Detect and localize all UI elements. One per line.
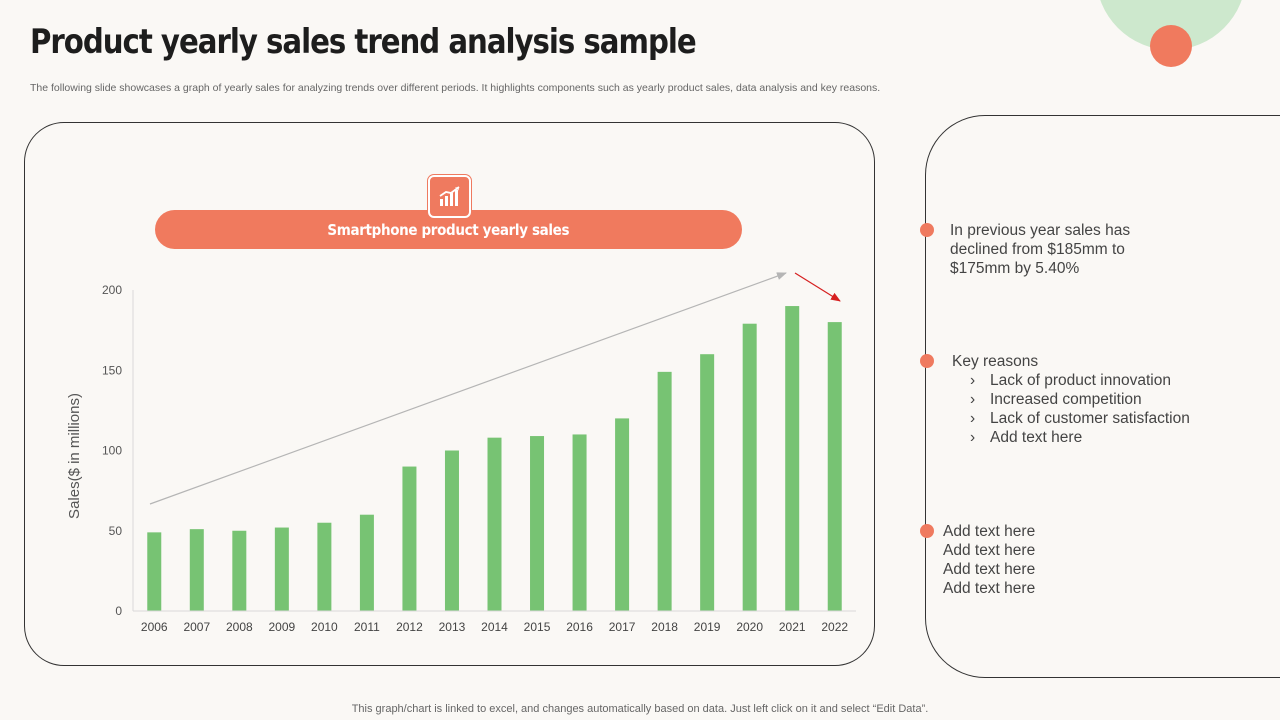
chart-title: Smartphone product yearly sales bbox=[327, 220, 570, 239]
y-tick-label: 50 bbox=[109, 524, 123, 538]
bullet-dot-1 bbox=[920, 223, 934, 237]
bullet-dot-2 bbox=[920, 354, 934, 368]
x-tick-label: 2006 bbox=[141, 620, 168, 634]
x-tick-label: 2008 bbox=[226, 620, 253, 634]
note-placeholder: Add text here Add text here Add text her… bbox=[943, 522, 1035, 598]
x-tick-label: 2007 bbox=[183, 620, 210, 634]
trend-arrow bbox=[149, 272, 787, 505]
bar-2013[interactable] bbox=[444, 450, 459, 612]
x-tick-label: 2014 bbox=[481, 620, 508, 634]
bar-2021[interactable] bbox=[785, 306, 800, 611]
bar-2009[interactable] bbox=[274, 527, 289, 611]
decorative-circle-orange bbox=[1150, 25, 1192, 67]
decline-arrow bbox=[794, 272, 841, 302]
note-line: Add text here bbox=[943, 561, 1036, 578]
x-tick-label: 2021 bbox=[779, 620, 806, 634]
page-title: Product yearly sales trend analysis samp… bbox=[30, 22, 697, 62]
y-axis-label: Sales($ in millions) bbox=[66, 393, 83, 519]
bar-chart-growth-icon bbox=[439, 185, 460, 206]
bar-2020[interactable] bbox=[742, 323, 757, 611]
reason-item: Lack of product innovation bbox=[952, 371, 1190, 390]
insights-panel bbox=[925, 115, 1280, 678]
x-tick-label: 2012 bbox=[396, 620, 423, 634]
y-tick-label: 0 bbox=[115, 604, 122, 618]
bar-2015[interactable] bbox=[530, 436, 545, 611]
x-tick-label: 2017 bbox=[609, 620, 636, 634]
note-key-reasons: Key reasons Lack of product innovation I… bbox=[952, 352, 1190, 447]
bar-2012[interactable] bbox=[402, 466, 417, 611]
chart-icon-badge bbox=[428, 175, 471, 218]
bar-2022[interactable] bbox=[827, 322, 842, 611]
note-line: Add text here bbox=[943, 580, 1036, 597]
x-tick-label: 2020 bbox=[736, 620, 763, 634]
bar-2014[interactable] bbox=[487, 437, 502, 611]
bar-2019[interactable] bbox=[700, 354, 715, 611]
note-decline: In previous year sales has declined from… bbox=[950, 221, 1130, 278]
bar-2018[interactable] bbox=[657, 371, 672, 611]
x-tick-label: 2018 bbox=[651, 620, 678, 634]
x-tick-label: 2010 bbox=[311, 620, 338, 634]
note-heading: Key reasons bbox=[952, 353, 1039, 370]
bar-2006[interactable] bbox=[147, 532, 162, 611]
bullet-dot-3 bbox=[920, 524, 934, 538]
y-tick-label: 100 bbox=[102, 444, 122, 458]
x-tick-label: 2013 bbox=[439, 620, 466, 634]
x-tick-label: 2015 bbox=[524, 620, 551, 634]
note-line: Add text here bbox=[943, 523, 1036, 540]
x-tick-label: 2022 bbox=[821, 620, 848, 634]
bar-2016[interactable] bbox=[572, 434, 587, 611]
page-subtitle: The following slide showcases a graph of… bbox=[30, 82, 881, 94]
note-line: Add text here bbox=[943, 542, 1036, 559]
bar-2017[interactable] bbox=[615, 418, 630, 611]
y-tick-label: 150 bbox=[102, 363, 122, 377]
reason-item: Lack of customer satisfaction bbox=[952, 409, 1190, 428]
bar-2010[interactable] bbox=[317, 522, 332, 611]
bar-2011[interactable] bbox=[359, 514, 374, 611]
note-line: In previous year sales has bbox=[950, 222, 1131, 239]
footer-note: This graph/chart is linked to excel, and… bbox=[351, 703, 929, 715]
x-tick-label: 2009 bbox=[269, 620, 296, 634]
bar-2008[interactable] bbox=[232, 530, 247, 611]
x-tick-label: 2019 bbox=[694, 620, 721, 634]
note-line: $175mm by 5.40% bbox=[950, 260, 1080, 277]
x-tick-label: 2016 bbox=[566, 620, 593, 634]
reason-item: Add text here bbox=[952, 428, 1190, 447]
reason-item: Increased competition bbox=[952, 390, 1190, 409]
note-line: declined from $185mm to bbox=[950, 241, 1125, 258]
x-tick-label: 2011 bbox=[354, 620, 380, 634]
y-tick-label: 200 bbox=[102, 283, 122, 297]
bar-2007[interactable] bbox=[189, 529, 204, 611]
